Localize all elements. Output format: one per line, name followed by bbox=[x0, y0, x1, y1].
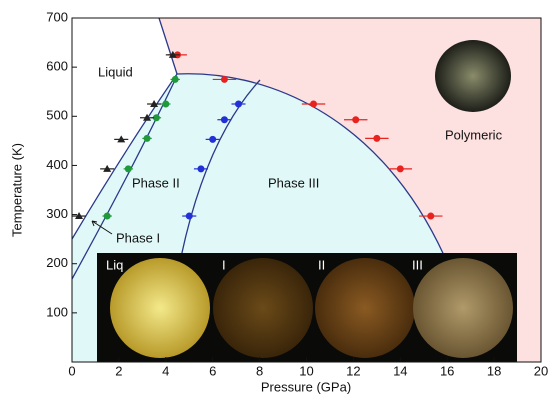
point bbox=[144, 135, 151, 142]
x-axis-label: Pressure (GPa) bbox=[261, 379, 351, 394]
inset: Liq I II III bbox=[97, 253, 517, 362]
y-tick-label: 600 bbox=[46, 59, 68, 74]
annotation: Liquid bbox=[98, 64, 133, 79]
x-tick-label: 6 bbox=[209, 363, 216, 378]
point bbox=[104, 213, 111, 220]
point bbox=[221, 76, 228, 83]
point bbox=[221, 116, 228, 123]
x-tick-label: 18 bbox=[487, 363, 501, 378]
annotation: Phase III bbox=[268, 175, 319, 190]
annotation: Polymeric bbox=[445, 127, 503, 142]
photo-i bbox=[213, 258, 313, 358]
point bbox=[373, 135, 380, 142]
point bbox=[125, 165, 132, 172]
photo-ii bbox=[315, 258, 415, 358]
point bbox=[352, 116, 359, 123]
chart: Liq I II III 0 2 4 6 8 10 12 14 16 18 20 100 200 300 4… bbox=[0, 0, 553, 401]
point bbox=[209, 136, 216, 143]
point bbox=[397, 165, 404, 172]
x-tick-label: 2 bbox=[115, 363, 122, 378]
x-tick-label: 14 bbox=[393, 363, 407, 378]
photo-iii bbox=[413, 258, 513, 358]
x-tick-label: 0 bbox=[68, 363, 75, 378]
point bbox=[197, 165, 204, 172]
x-tick-label: 10 bbox=[299, 363, 313, 378]
inset-label: III bbox=[412, 257, 423, 272]
x-tick-label: 12 bbox=[346, 363, 360, 378]
x-tick-label: 16 bbox=[440, 363, 454, 378]
point bbox=[310, 101, 317, 108]
y-axis-label: Temperature (K) bbox=[9, 143, 24, 237]
x-tick-label: 20 bbox=[534, 363, 548, 378]
annotation: Phase II bbox=[132, 175, 180, 190]
photo-liq bbox=[110, 258, 210, 358]
inset-label: II bbox=[318, 257, 325, 272]
polymeric-photo bbox=[435, 40, 511, 112]
y-tick-label: 300 bbox=[46, 206, 68, 221]
x-tick-label: 4 bbox=[162, 363, 169, 378]
inset-label: I bbox=[222, 257, 226, 272]
annotation: Phase I bbox=[116, 230, 160, 245]
point bbox=[186, 213, 193, 220]
inset-label: Liq bbox=[106, 257, 123, 272]
y-tick-label: 500 bbox=[46, 108, 68, 123]
x-tick-label: 8 bbox=[256, 363, 263, 378]
point bbox=[235, 101, 242, 108]
point bbox=[427, 213, 434, 220]
y-tick-label: 400 bbox=[46, 157, 68, 172]
point bbox=[162, 101, 169, 108]
y-tick-label: 700 bbox=[46, 9, 68, 24]
point bbox=[172, 76, 179, 83]
y-tick-label: 200 bbox=[46, 255, 68, 270]
y-tick-label: 100 bbox=[46, 304, 68, 319]
